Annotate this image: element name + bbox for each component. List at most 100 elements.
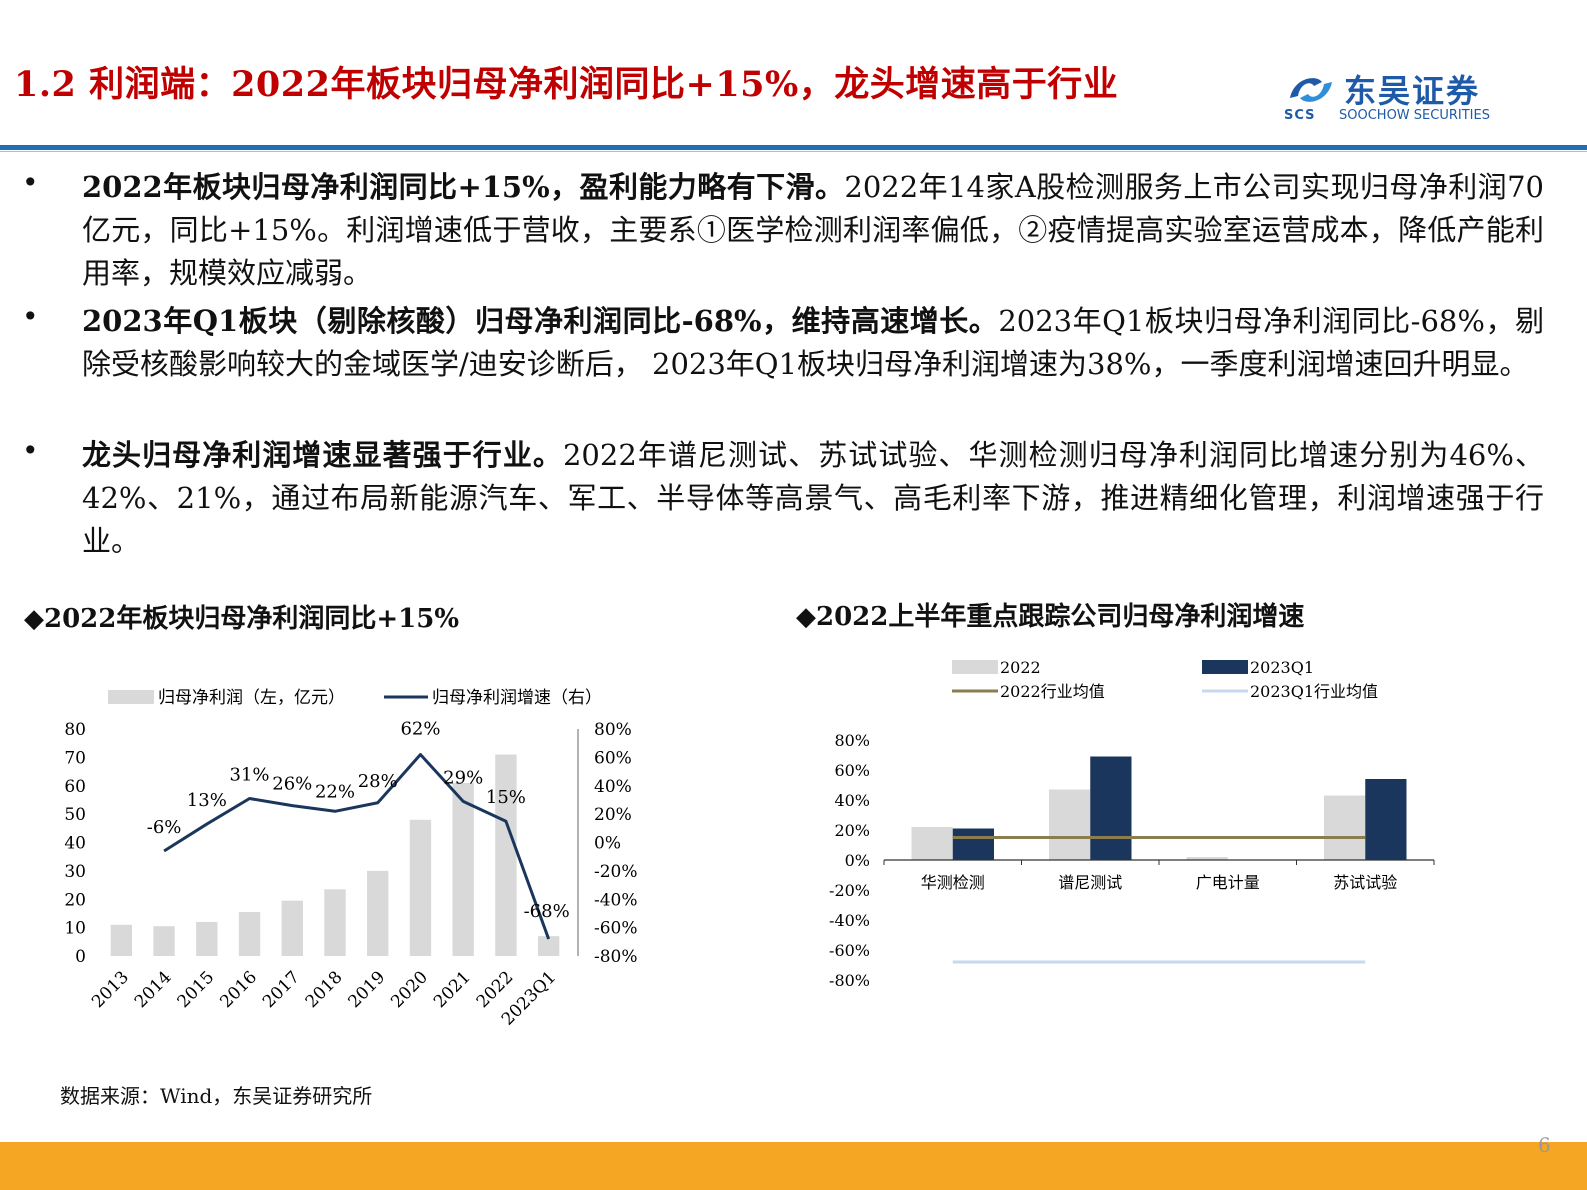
legend-label-avg2022: 2022行业均值 (1000, 682, 1105, 701)
right-axis-tick-label: -60% (594, 919, 638, 939)
bullet-bold: 2023年Q1板块（剔除核酸）归母净利润同比-68%，维持高速增长。 (82, 304, 999, 338)
x-axis-category-label: 谱尼测试 (1058, 873, 1122, 892)
legend-label-line: 归母净利润增速（右） (432, 688, 602, 708)
growth-data-label: 15% (486, 787, 526, 808)
legend-swatch-2022 (952, 660, 998, 674)
x-axis-tick-label: 2016 (216, 967, 261, 1012)
x-axis-tick-label: 2014 (131, 967, 176, 1012)
left-axis-tick-label: 70 (64, 748, 86, 768)
x-axis-tick-label: 2020 (387, 967, 432, 1012)
profit-bar (452, 782, 474, 956)
right-axis-tick-label: -80% (594, 947, 638, 967)
bar-2022 (911, 827, 953, 860)
left-axis-tick-label: 50 (64, 805, 86, 825)
growth-line (163, 753, 551, 940)
legend-swatch-bar (108, 690, 154, 704)
bullet-body: 2022年14家A股检测服务上市公司实现归母净利润70亿元，同比+15%。利润增… (82, 170, 1544, 290)
bullet-bold: 2022年板块归母净利润同比+15%，盈利能力略有下滑。 (82, 170, 845, 204)
profit-bar (367, 870, 389, 956)
growth-data-label: 29% (443, 767, 483, 788)
x-axis-tick-label: 2018 (302, 967, 347, 1012)
legend-label-2023q1: 2023Q1 (1250, 658, 1314, 677)
profit-bar (324, 889, 346, 956)
profit-bar (409, 819, 432, 956)
y-axis-tick-label: -80% (829, 971, 870, 990)
left-axis-tick-label: 60 (64, 777, 86, 797)
growth-data-label: 31% (230, 765, 270, 786)
logo-abbr: SCS (1284, 108, 1316, 123)
right-axis-tick-label: -40% (594, 890, 638, 910)
left-axis-tick-label: 10 (64, 919, 86, 939)
footer-bar (0, 1142, 1587, 1190)
right-chart-title: ◆2022上半年重点跟踪公司归母净利润增速 (796, 602, 1305, 632)
profit-chart: 归母净利润（左，亿元） 归母净利润增速（右） 0 10 20 30 40 50 60 70 80 -8… (64, 688, 638, 1030)
right-axis-tick-label: 60% (594, 748, 632, 768)
right-axis-tick-label: -20% (594, 862, 638, 882)
y-axis-tick-label: 0% (845, 851, 870, 870)
profit-bar (537, 936, 560, 956)
y-axis-tick-label: 60% (834, 761, 870, 780)
bullet-text: 2022年板块归母净利润同比+15%，盈利能力略有下滑。2022年14家A股检测… (82, 166, 1544, 295)
data-source: 数据来源：Wind，东吴证券研究所 (60, 1084, 373, 1108)
bullet-dot: • (22, 434, 39, 467)
left-axis-tick-label: 20 (64, 890, 86, 910)
bar-2023q1 (1090, 756, 1132, 860)
bullet-dot: • (22, 166, 39, 199)
x-axis-tick-label: 2013 (88, 967, 133, 1012)
growth-data-label: 22% (315, 781, 355, 802)
left-axis-tick-label: 30 (64, 862, 86, 882)
right-axis-tick-label: 20% (594, 805, 632, 825)
header-divider (0, 145, 1587, 150)
y-axis-tick-label: -60% (829, 941, 870, 960)
page-number: 6 (1538, 1133, 1551, 1157)
growth-data-label: 26% (272, 774, 312, 795)
legend-label-bar: 归母净利润（左，亿元） (158, 688, 345, 708)
right-axis-tick-label: 40% (594, 777, 632, 797)
right-axis-tick-label: 80% (594, 720, 632, 740)
y-axis-tick-label: 20% (834, 821, 870, 840)
logo-text-cn: 东吴证券 (1344, 72, 1481, 110)
bar-2022 (1324, 795, 1366, 860)
bullet-dot: • (22, 300, 39, 333)
growth-data-label: -68% (524, 901, 570, 922)
company-logo: 东吴证券 SCS SOOCHOW SECURITIES (1282, 70, 1512, 130)
profit-bar (281, 900, 303, 956)
x-axis-tick-label: 2017 (259, 967, 304, 1012)
x-axis-category-label: 苏试试验 (1333, 873, 1397, 892)
logo-text-en: SOOCHOW SECURITIES (1339, 108, 1490, 123)
x-axis-category-label: 华测检测 (921, 873, 985, 892)
y-axis-tick-label: -40% (829, 911, 870, 930)
legend-swatch-2023q1 (1202, 660, 1248, 674)
y-axis-tick-label: -20% (829, 881, 870, 900)
profit-bar (110, 924, 133, 956)
left-axis-tick-label: 40 (64, 834, 86, 854)
profit-bar (153, 926, 175, 956)
legend-label-avg2023q1: 2023Q1行业均值 (1250, 682, 1378, 701)
left-axis-tick-label: 80 (64, 720, 86, 740)
growth-data-label: 13% (187, 790, 227, 811)
x-axis-category-label: 广电计量 (1196, 873, 1260, 892)
right-axis-tick-label: 0% (594, 834, 621, 854)
growth-data-label: 62% (400, 719, 440, 740)
y-axis-tick-label: 80% (834, 731, 870, 750)
profit-bar (196, 921, 218, 956)
bullet-body: 2023年Q1板块归母净利润同比-68%，剔除受核酸影响较大的金域医学/迪安诊断… (82, 304, 1544, 381)
left-chart-title: ◆2022年板块归母净利润同比+15% (24, 604, 460, 634)
logo-mark-icon (1290, 78, 1332, 102)
x-axis-tick-label: 2015 (174, 967, 219, 1012)
header-divider-thin (0, 151, 1587, 152)
bar-2022 (1186, 857, 1228, 860)
bullet-text: 2023年Q1板块（剔除核酸）归母净利润同比-68%，维持高速增长。2023年Q… (82, 300, 1544, 386)
bullet-body: 2022年谱尼测试、苏试试验、华测检测归母净利润同比增速分别为46%、42%、2… (82, 438, 1544, 558)
bullet-bold: 龙头归母净利润增速显著强于行业。 (82, 438, 563, 472)
x-axis-tick-label: 2021 (430, 967, 475, 1012)
bar-2023q1 (952, 828, 994, 860)
growth-data-label: 28% (358, 771, 398, 792)
profit-bar (495, 754, 517, 956)
profit-bar (238, 912, 261, 956)
x-axis-tick-label: 2019 (345, 967, 390, 1012)
bullet-text: 龙头归母净利润增速显著强于行业。2022年谱尼测试、苏试试验、华测检测归母净利润… (82, 434, 1544, 563)
bar-2022 (1049, 789, 1091, 860)
bar-2023q1 (1365, 779, 1407, 860)
left-axis-tick-label: 0 (75, 947, 86, 967)
